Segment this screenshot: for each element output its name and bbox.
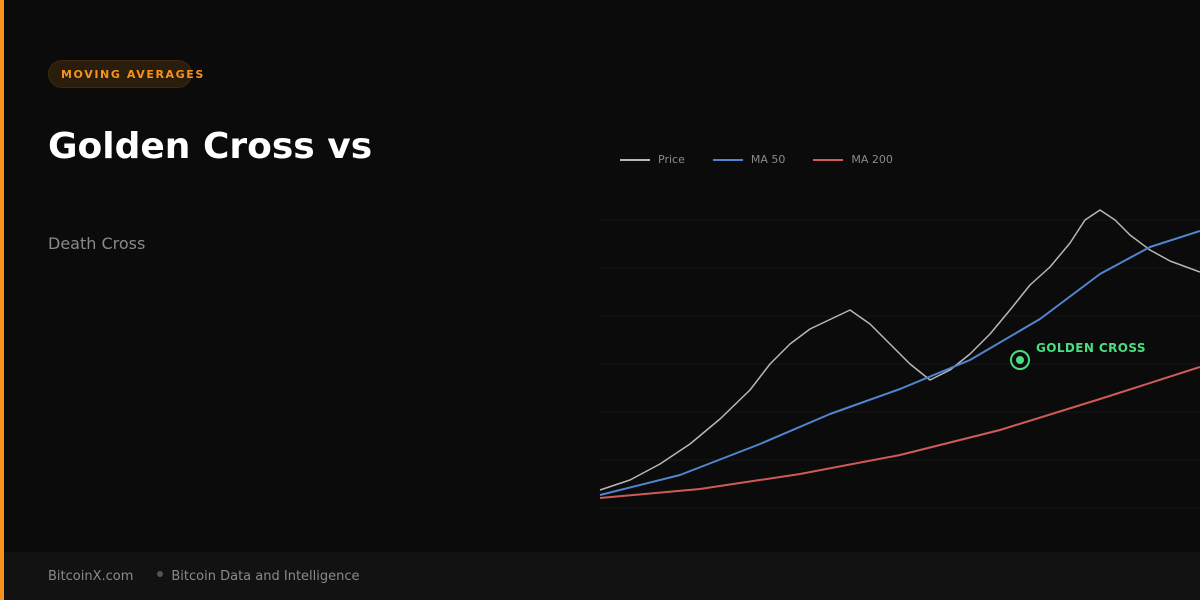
- series-line-ma50: [599, 230, 1200, 496]
- legend-swatch-ma50: [712, 159, 743, 161]
- series-line-ma200: [599, 366, 1200, 499]
- legend-label-ma50: MA 50: [750, 153, 786, 166]
- footer-tagline: Bitcoin Data and Intelligence: [171, 568, 360, 584]
- legend-label-ma200: MA 200: [851, 153, 893, 166]
- category-badge: MOVING AVERAGES: [48, 60, 203, 88]
- chart-annotations: GOLDEN CROSS: [1010, 341, 1146, 370]
- page-title: Golden Cross vs: [48, 126, 373, 167]
- legend-item-ma50: MA 50: [712, 152, 786, 168]
- legend-swatch-price: [620, 159, 650, 161]
- series-line-price: [599, 209, 1200, 491]
- golden-cross-dot-icon: [1016, 356, 1024, 364]
- chart-gridlines: [600, 219, 1200, 509]
- footer-brand: BitcoinX.com: [48, 568, 134, 584]
- legend-label-price: Price: [658, 153, 685, 166]
- legend-item-ma200: MA 200: [813, 152, 893, 168]
- footer: BitcoinX.com Bitcoin Data and Intelligen…: [4, 552, 1200, 600]
- legend-item-price: Price: [620, 152, 685, 168]
- accent-bar: [0, 0, 4, 600]
- chart-legend: Price MA 50 MA 200: [620, 152, 921, 168]
- chart-series: [599, 209, 1200, 499]
- page-subtitle: Death Cross: [48, 234, 146, 253]
- golden-cross-marker-icon: [1010, 350, 1030, 370]
- golden-cross-label: GOLDEN CROSS: [1036, 341, 1146, 355]
- legend-swatch-ma200: [813, 159, 844, 161]
- footer-separator-dot: [157, 571, 164, 577]
